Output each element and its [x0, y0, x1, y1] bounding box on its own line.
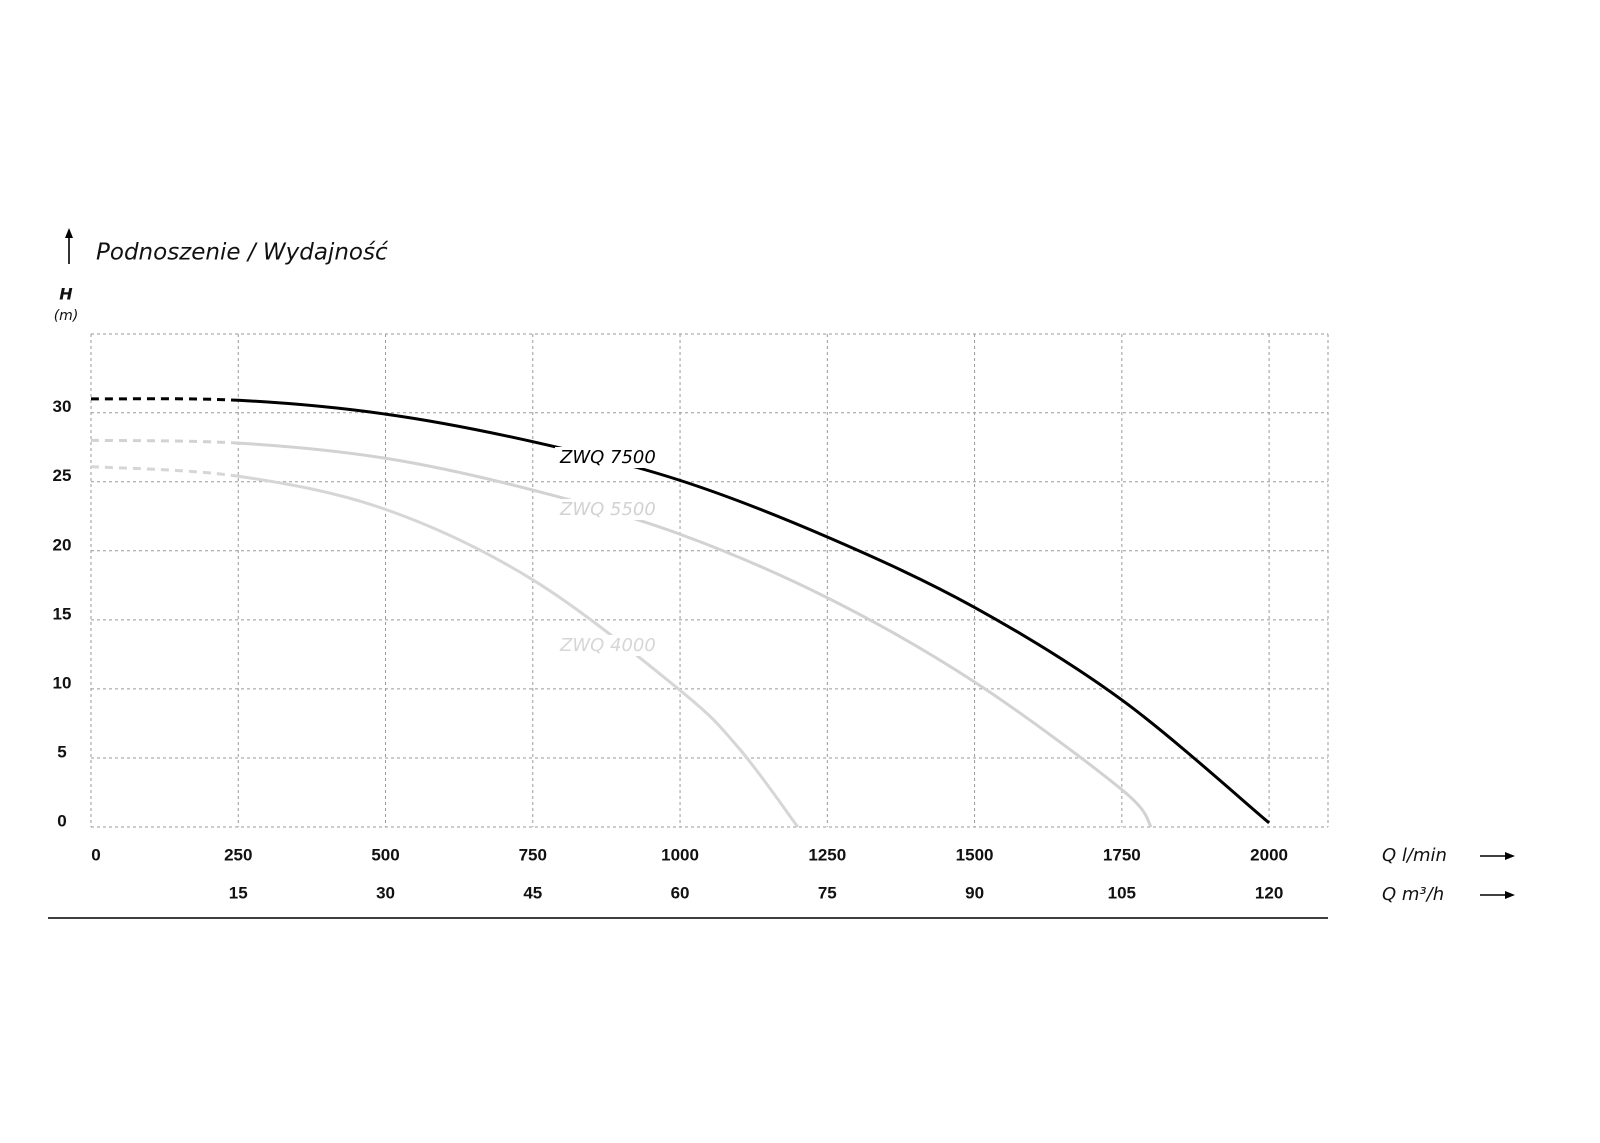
series-line: [90, 465, 800, 828]
x-arrow-head: [1505, 852, 1515, 860]
y-tick-label: 30: [53, 397, 72, 416]
x2-tick-label: 120: [1255, 883, 1283, 902]
y-tick-label: 0: [57, 811, 66, 830]
x-tick-label: 0: [91, 845, 100, 864]
series-label: ZWQ 7500: [559, 447, 656, 468]
series-line: [90, 397, 1271, 825]
x-tick-label: 750: [519, 845, 547, 864]
x2-tick-label: 45: [523, 883, 542, 902]
x-axis-label: Q l/min: [1382, 845, 1447, 866]
label-bg: [555, 447, 660, 468]
x2-axis-label: Q m³/h: [1382, 884, 1444, 905]
series-label: ZWQ 5500: [559, 499, 656, 520]
x-tick-label: 500: [371, 845, 399, 864]
y-tick-label: 25: [53, 466, 72, 485]
x-tick-label: 1500: [956, 845, 994, 864]
x-tick-label: 1250: [808, 845, 846, 864]
chart-title: Podnoszenie / Wydajność: [96, 240, 389, 266]
x-tick-label: 1750: [1103, 845, 1141, 864]
y-arrow-head: [65, 228, 73, 238]
x2-tick-label: 60: [671, 883, 690, 902]
x2-tick-label: 75: [818, 883, 837, 902]
label-bg: [555, 499, 660, 520]
x2-tick-label: 90: [965, 883, 984, 902]
x-tick-label: 1000: [661, 845, 699, 864]
x2-tick-label: 30: [376, 883, 395, 902]
x-tick-label: 250: [224, 845, 252, 864]
y-tick-label: 20: [53, 535, 72, 554]
label-bg: [555, 635, 660, 656]
y-tick-label: 15: [53, 604, 72, 623]
x2-arrow-head: [1505, 891, 1515, 899]
y-tick-label: 5: [57, 742, 66, 761]
series-label: ZWQ 4000: [559, 635, 656, 656]
x2-tick-label: 15: [229, 883, 248, 902]
y-axis-label: H: [59, 285, 73, 304]
x2-tick-label: 105: [1108, 883, 1136, 902]
x-tick-label: 2000: [1250, 845, 1288, 864]
series-line: [90, 438, 1153, 828]
y-tick-label: 10: [53, 673, 72, 692]
y-axis-unit: (m): [54, 308, 79, 324]
